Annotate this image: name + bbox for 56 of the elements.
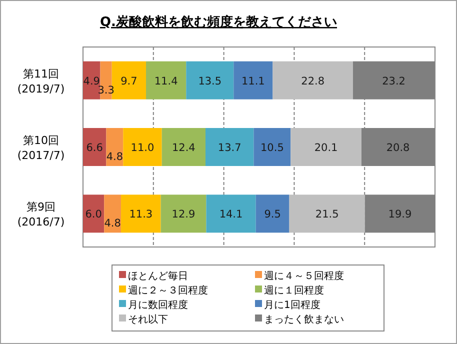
- data-label: 22.8: [301, 75, 325, 88]
- data-label: 4.8: [106, 151, 124, 163]
- y-tick-label: 第9回 (2016/7): [17, 200, 65, 229]
- data-label: 10.5: [260, 142, 284, 154]
- data-label: 9.5: [264, 208, 281, 221]
- legend-label: 週に２～３回程度: [128, 284, 208, 296]
- bar: [290, 128, 362, 166]
- data-label: 6.6: [86, 142, 104, 154]
- bar: [106, 128, 124, 166]
- bar: [112, 61, 146, 100]
- bar: [205, 128, 254, 166]
- bar: [234, 61, 273, 100]
- bar: [160, 194, 206, 233]
- data-label: 13.5: [198, 75, 222, 88]
- legend-label: 月に数回程度: [128, 299, 188, 311]
- legend-label: まったく飲まない: [264, 314, 344, 326]
- data-label: 21.5: [315, 208, 339, 221]
- bar: [123, 128, 162, 166]
- bar: [83, 128, 106, 166]
- data-label: 4.8: [104, 218, 121, 230]
- data-label: 11.1: [241, 75, 265, 88]
- data-label: 4.9: [83, 75, 100, 88]
- data-label: 20.1: [314, 142, 338, 154]
- data-label: 11.4: [154, 75, 178, 88]
- bar: [100, 61, 112, 100]
- bar: [83, 194, 104, 233]
- bar: [289, 194, 365, 233]
- y-tick-label: 第10回 (2017/7): [17, 134, 65, 162]
- bar: [121, 194, 161, 233]
- legend-label: それ以下: [128, 314, 168, 326]
- data-label: 20.8: [386, 142, 410, 154]
- y-tick-label: 第11回 (2019/7): [17, 67, 65, 96]
- bar: [272, 61, 353, 100]
- data-label: 3.3: [98, 84, 114, 96]
- legend-label: 週に１回程度: [264, 284, 324, 296]
- bar: [162, 128, 206, 166]
- bar: [186, 61, 234, 100]
- data-label: 12.4: [172, 142, 196, 154]
- legend-label: ほとんど毎日: [128, 270, 188, 282]
- legend-label: 週に４～５回程度: [264, 270, 344, 282]
- data-label: 13.7: [218, 142, 242, 154]
- bar: [254, 128, 291, 166]
- bar: [146, 61, 186, 100]
- chart-title: Q.炭酸飲料を飲む頻度を教えてください: [100, 14, 337, 30]
- data-label: 19.9: [388, 208, 412, 221]
- legend-label: 月に1回程度: [264, 299, 320, 311]
- data-label: 11.3: [129, 208, 153, 221]
- data-label: 11.0: [130, 142, 154, 154]
- data-label: 14.1: [219, 208, 243, 221]
- data-label: 6.0: [85, 208, 102, 221]
- data-label: 23.2: [382, 75, 406, 88]
- bar: [206, 194, 256, 233]
- bar: [104, 194, 122, 233]
- data-label: 12.9: [172, 208, 196, 221]
- data-label: 9.7: [120, 75, 138, 88]
- bar: [256, 194, 290, 233]
